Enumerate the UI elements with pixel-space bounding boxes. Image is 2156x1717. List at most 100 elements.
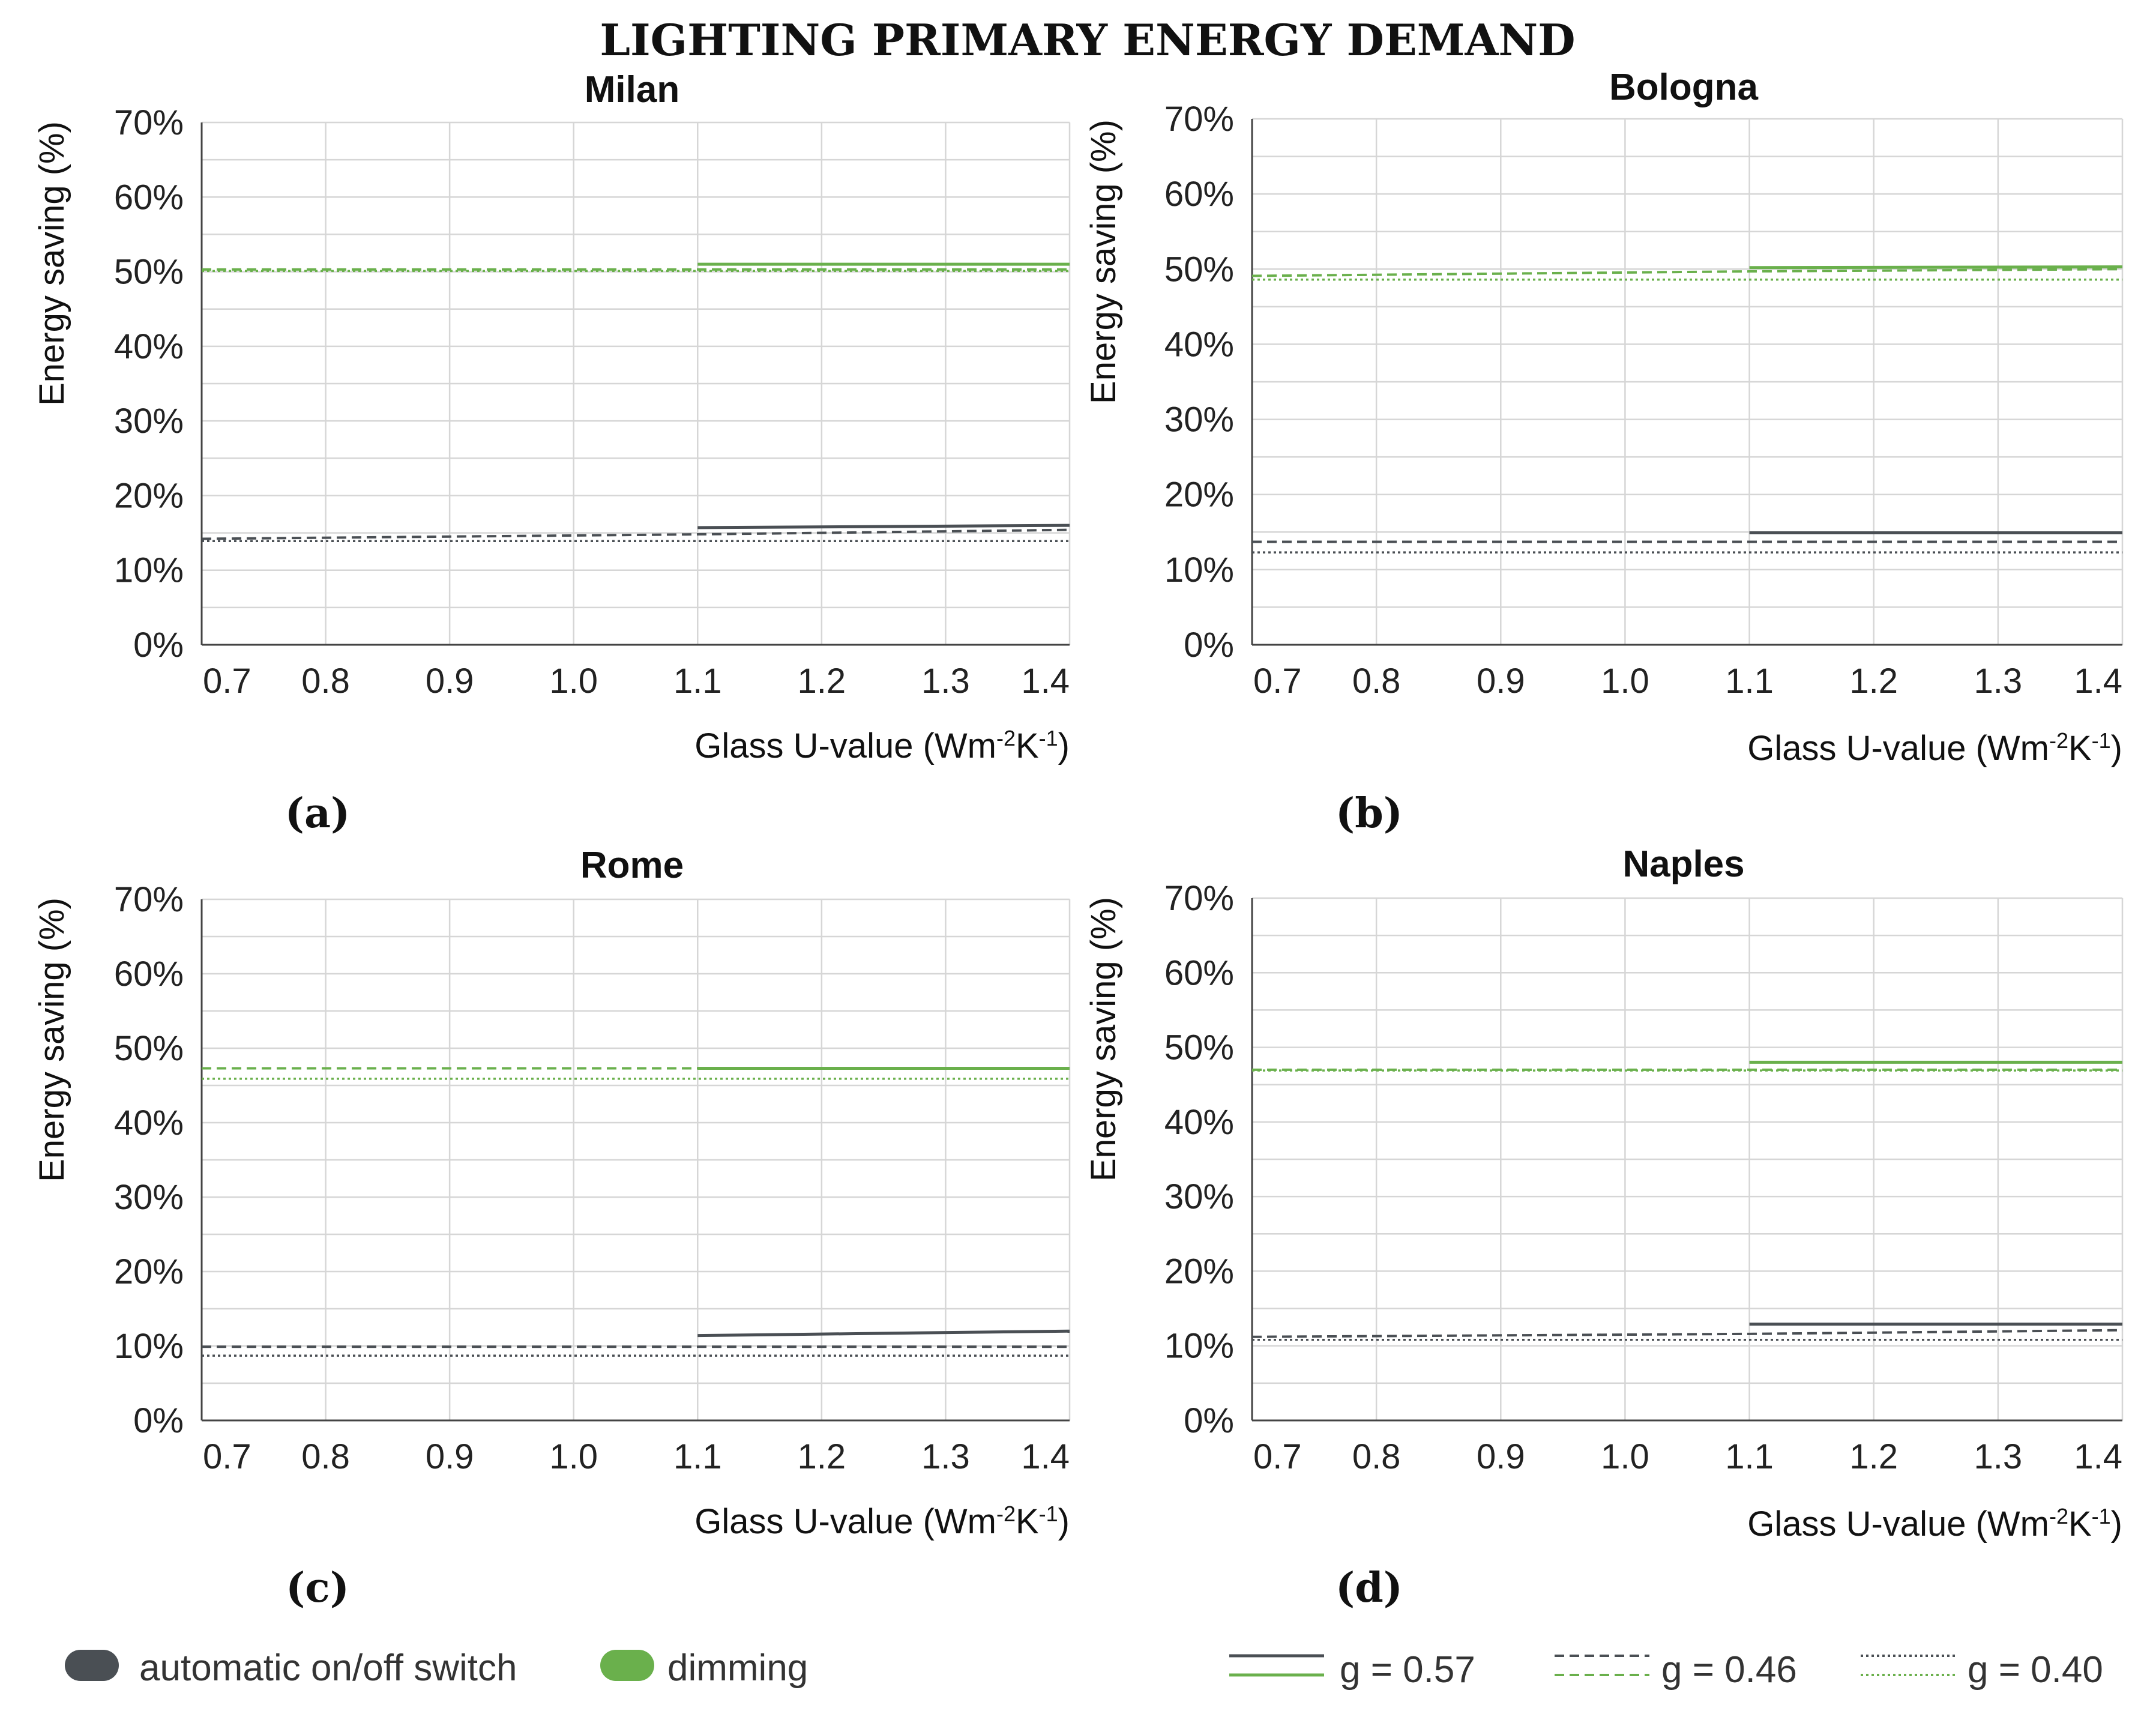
x-tick-label: 0.8	[1352, 662, 1401, 701]
chart-panel-rome: 0% 10% 20% 30% 40% 50% 60% 70% 0.7 0.8 0.9 1.0 1.1 1.…	[32, 845, 1071, 1612]
series-line-automatic-g057	[697, 524, 1070, 530]
y-tick-label: 50%	[1164, 1028, 1234, 1067]
y-tick-label: 60%	[1164, 175, 1234, 214]
x-tick-label: 1.1	[1725, 662, 1774, 701]
y-tick-label: 20%	[1164, 475, 1234, 514]
y-tick-label: 30%	[1164, 400, 1234, 439]
y-tick-label: 70%	[1164, 100, 1234, 139]
panel-letter: (d)	[1335, 1564, 1403, 1612]
x-axis-label: Glass U-value (Wm-2K-1)	[694, 726, 1070, 766]
y-tick-label: 0%	[133, 626, 184, 665]
x-tick-label: 1.4	[2074, 662, 2122, 701]
x-tick-label: 0.9	[1477, 1437, 1525, 1476]
panels-container: 0% 10% 20% 30% 40% 50% 60% 70% 0.7 0.8 0.9 1.0 1.1 1.…	[32, 67, 2124, 1612]
y-tick-label: 20%	[114, 476, 184, 515]
y-tick-label: 40%	[114, 327, 184, 366]
y-tick-label: 50%	[114, 253, 184, 292]
chart-panel-naples: 0% 10% 20% 30% 40% 50% 60% 70% 0.7 0.8 0.9 1.0 1.1 1.…	[1084, 843, 2124, 1612]
legend-label-g046: g = 0.46	[1661, 1649, 1797, 1691]
y-tick-label: 60%	[114, 955, 184, 994]
legend-label-g040: g = 0.40	[1968, 1649, 2103, 1691]
legend-swatch-automatic	[65, 1650, 119, 1681]
y-tick-label: 10%	[114, 551, 184, 590]
x-tick-label: 1.1	[673, 662, 722, 701]
x-tick-label: 0.7	[203, 1437, 251, 1476]
x-tick-label: 0.9	[426, 662, 474, 701]
x-tick-label: 1.3	[1974, 1437, 2023, 1476]
x-tick-label: 1.0	[1601, 1437, 1649, 1476]
chart-title: Bologna	[1609, 67, 1758, 108]
chart-panel-bologna: 0% 10% 20% 30% 40% 50% 60% 70% 0.7 0.8 0.9 1.0 1.1 1.…	[1084, 67, 2124, 837]
series-line-automatic-g057	[697, 1329, 1070, 1338]
legend-label-automatic: automatic on/off switch	[139, 1647, 517, 1689]
x-tick-label: 0.8	[1352, 1437, 1401, 1476]
y-tick-label: 20%	[114, 1252, 184, 1291]
legend-control-types: automatic on/off switch dimming	[65, 1647, 808, 1689]
x-axis-label: Glass U-value (Wm-2K-1)	[1747, 1504, 2122, 1544]
x-tick-label: 1.2	[1849, 1437, 1898, 1476]
y-axis-label: Energy saving (%)	[1084, 897, 1123, 1181]
panel-letter: (b)	[1335, 789, 1403, 837]
y-tick-label: 30%	[114, 1178, 184, 1217]
y-axis-label: Energy saving (%)	[32, 898, 71, 1182]
x-tick-label: 1.2	[1849, 662, 1898, 701]
y-tick-label: 40%	[1164, 325, 1234, 364]
y-tick-label: 70%	[114, 103, 184, 142]
x-tick-label: 1.1	[673, 1437, 722, 1476]
y-tick-label: 10%	[1164, 1327, 1234, 1366]
y-tick-label: 10%	[114, 1327, 184, 1366]
x-tick-label: 1.4	[1021, 1437, 1070, 1476]
x-tick-label: 0.8	[301, 1437, 350, 1476]
x-tick-label: 1.1	[1725, 1437, 1774, 1476]
figure-title: LIGHTING PRIMARY ENERGY DEMAND	[600, 14, 1575, 65]
y-tick-label: 30%	[114, 402, 184, 441]
x-tick-label: 0.8	[301, 662, 350, 701]
y-axis-label: Energy saving (%)	[32, 121, 71, 406]
x-tick-label: 1.3	[921, 1437, 970, 1476]
y-tick-label: 60%	[1164, 953, 1234, 992]
y-tick-label: 60%	[114, 178, 184, 217]
series-line-dimming-g057	[1749, 265, 2123, 270]
x-tick-label: 0.9	[1477, 662, 1525, 701]
x-tick-label: 1.3	[921, 662, 970, 701]
series-line-automatic-g046	[201, 528, 1070, 540]
x-tick-label: 1.2	[798, 1437, 846, 1476]
series-line-dimming-g046	[1251, 268, 2123, 277]
legend-label-g057: g = 0.57	[1340, 1649, 1475, 1691]
x-tick-label: 1.0	[549, 662, 598, 701]
x-axis-label: Glass U-value (Wm-2K-1)	[1747, 728, 2122, 768]
x-tick-label: 1.0	[549, 1437, 598, 1476]
y-tick-label: 50%	[1164, 250, 1234, 289]
x-tick-label: 1.4	[1021, 662, 1070, 701]
y-tick-label: 70%	[1164, 879, 1234, 918]
y-axis-label: Energy saving (%)	[1084, 119, 1123, 404]
y-tick-label: 50%	[114, 1029, 184, 1068]
x-tick-label: 1.4	[2074, 1437, 2122, 1476]
chart-panel-milan: 0% 10% 20% 30% 40% 50% 60% 70% 0.7 0.8 0.9 1.0 1.1 1.…	[32, 69, 1071, 837]
y-tick-label: 0%	[133, 1401, 184, 1440]
y-tick-label: 70%	[114, 880, 184, 919]
chart-title: Naples	[1622, 843, 1744, 885]
y-tick-label: 10%	[1164, 551, 1234, 590]
panel-letter: (a)	[285, 789, 350, 837]
series-line-automatic-g046	[1251, 1329, 2123, 1338]
y-tick-label: 40%	[1164, 1103, 1234, 1142]
y-tick-label: 30%	[1164, 1177, 1234, 1216]
x-tick-label: 0.9	[426, 1437, 474, 1476]
x-tick-label: 1.2	[798, 662, 846, 701]
x-tick-label: 0.7	[203, 662, 251, 701]
x-tick-label: 0.7	[1253, 662, 1302, 701]
y-tick-label: 20%	[1164, 1252, 1234, 1291]
legend-g-values: g = 0.57 g = 0.46 g = 0.40	[1229, 1649, 2103, 1691]
y-tick-label: 40%	[114, 1103, 184, 1142]
x-tick-label: 1.0	[1601, 662, 1649, 701]
legend-label-dimming: dimming	[667, 1647, 808, 1689]
x-axis-label: Glass U-value (Wm-2K-1)	[694, 1501, 1070, 1542]
chart-title: Milan	[585, 69, 679, 110]
y-tick-label: 0%	[1184, 1401, 1234, 1440]
x-tick-label: 1.3	[1974, 662, 2023, 701]
panel-letter: (c)	[286, 1564, 349, 1612]
legend-swatch-dimming	[600, 1650, 654, 1681]
chart-title: Rome	[580, 845, 684, 886]
